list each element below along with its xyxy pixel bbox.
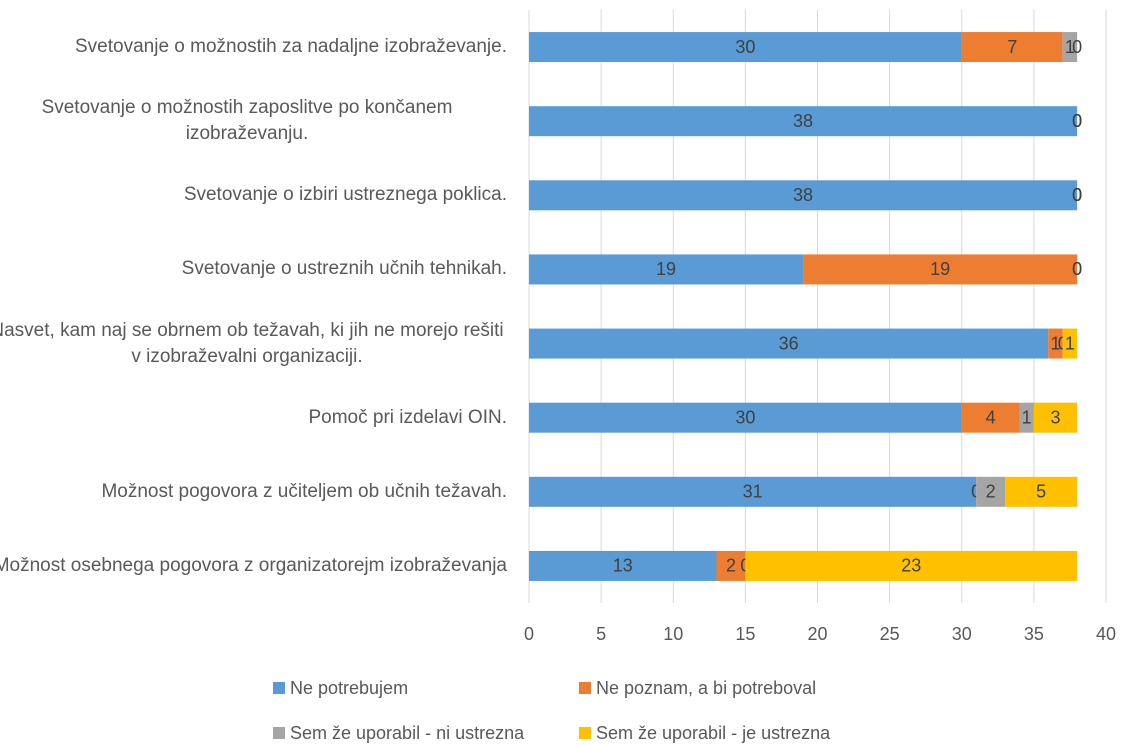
bar-segment (529, 476, 977, 507)
legend-swatch (273, 727, 285, 739)
x-tick-label: 10 (663, 624, 683, 644)
x-tick-label: 30 (952, 624, 972, 644)
data-label: 0 (1072, 185, 1082, 205)
legend-label: Ne potrebujem (290, 678, 408, 698)
bar-segment (1033, 402, 1078, 433)
bar-segment (803, 254, 1078, 285)
data-label: 36 (779, 333, 799, 353)
category-label-box: Možnost pogovora z učiteljem ob učnih te… (0, 455, 507, 529)
data-label: 30 (735, 37, 755, 57)
bar-segment (1062, 328, 1078, 359)
y-tick-label: Nasvet, kam naj se obrnem ob težavah, ki… (0, 319, 504, 367)
data-label: 38 (793, 185, 813, 205)
data-label: 19 (930, 259, 950, 279)
y-tick-label: Svetovanje o možnostih za nadaljne izobr… (75, 36, 507, 58)
data-label: 1 (1051, 333, 1061, 353)
data-label: 0 (1072, 185, 1082, 205)
data-label: 23 (901, 556, 921, 576)
bar-segment (529, 328, 1049, 359)
data-label: 5 (1036, 482, 1046, 502)
bar-segment (529, 32, 962, 63)
data-label: 3 (1051, 407, 1061, 427)
bar-segment (961, 402, 1020, 433)
y-tick-label: Možnost osebnega pogovora z organizatore… (0, 554, 507, 576)
y-tick-label: Svetovanje o možnostih zaposlitve po kon… (41, 97, 453, 145)
data-label: 1 (1065, 333, 1075, 353)
category-label-box: Nasvet, kam naj se obrnem ob težavah, ki… (0, 307, 507, 381)
category-label-box: Možnost osebnega pogovora z organizatore… (0, 529, 507, 603)
legend-swatch (273, 682, 285, 694)
data-label: 4 (986, 407, 996, 427)
data-label: 1 (1065, 37, 1075, 57)
category-label-box: Svetovanje o možnostih zaposlitve po kon… (0, 84, 507, 158)
legend-swatch (579, 727, 591, 739)
data-label: 2 (726, 556, 736, 576)
category-label-box: Pomoč pri izdelavi OIN. (0, 381, 507, 455)
data-label: 1 (1022, 407, 1032, 427)
bar-segment (529, 550, 717, 581)
x-tick-label: 15 (735, 624, 755, 644)
data-label: 0 (1072, 259, 1082, 279)
legend-label: Ne poznam, a bi potreboval (596, 678, 816, 698)
x-tick-label: 35 (1024, 624, 1044, 644)
category-label-box: Svetovanje o izbiri ustreznega poklica. (0, 158, 507, 232)
y-tick-label: Svetovanje o ustreznih učnih tehnikah. (181, 258, 507, 280)
bar-segment (976, 476, 1006, 507)
legend-label: Sem že uporabil - je ustrezna (596, 723, 831, 743)
data-label: 38 (793, 111, 813, 131)
category-label-box: Svetovanje o ustreznih učnih tehnikah. (0, 232, 507, 306)
x-tick-label: 25 (880, 624, 900, 644)
data-label: 0 (1072, 111, 1082, 131)
y-tick-label: Možnost pogovora z učiteljem ob učnih te… (101, 480, 507, 502)
bar-segment (1005, 476, 1078, 507)
data-label: 0 (1072, 259, 1082, 279)
data-label: 7 (1007, 37, 1017, 57)
category-label-box: Svetovanje o možnostih za nadaljne izobr… (0, 10, 507, 84)
data-label: 0 (1072, 111, 1082, 131)
y-tick-label: Svetovanje o izbiri ustreznega poklica. (183, 184, 507, 206)
data-label: 2 (986, 482, 996, 502)
bar-segment (1062, 32, 1078, 63)
bar-segment (1048, 328, 1063, 359)
x-tick-label: 0 (524, 624, 534, 644)
bar-segment (529, 254, 804, 285)
data-label: 0 (1072, 37, 1082, 57)
legend-swatch (579, 682, 591, 694)
legend-label: Sem že uporabil - ni ustrezna (290, 723, 525, 743)
bar-segment (716, 550, 746, 581)
bar-segment (745, 550, 1078, 581)
bar-segment (1019, 402, 1034, 433)
y-tick-label: Pomoč pri izdelavi OIN. (308, 406, 507, 428)
x-tick-label: 40 (1096, 624, 1116, 644)
bar-segment (529, 106, 1078, 137)
bar-segment (529, 402, 962, 433)
x-tick-label: 5 (596, 624, 606, 644)
data-label: 13 (613, 556, 633, 576)
bar-segment (529, 180, 1078, 211)
data-label: 19 (656, 259, 676, 279)
x-tick-label: 20 (807, 624, 827, 644)
data-label: 0 (1072, 185, 1082, 205)
data-label: 30 (735, 407, 755, 427)
data-label: 31 (743, 482, 763, 502)
data-label: 0 (1072, 111, 1082, 131)
bar-segment (961, 32, 1063, 63)
